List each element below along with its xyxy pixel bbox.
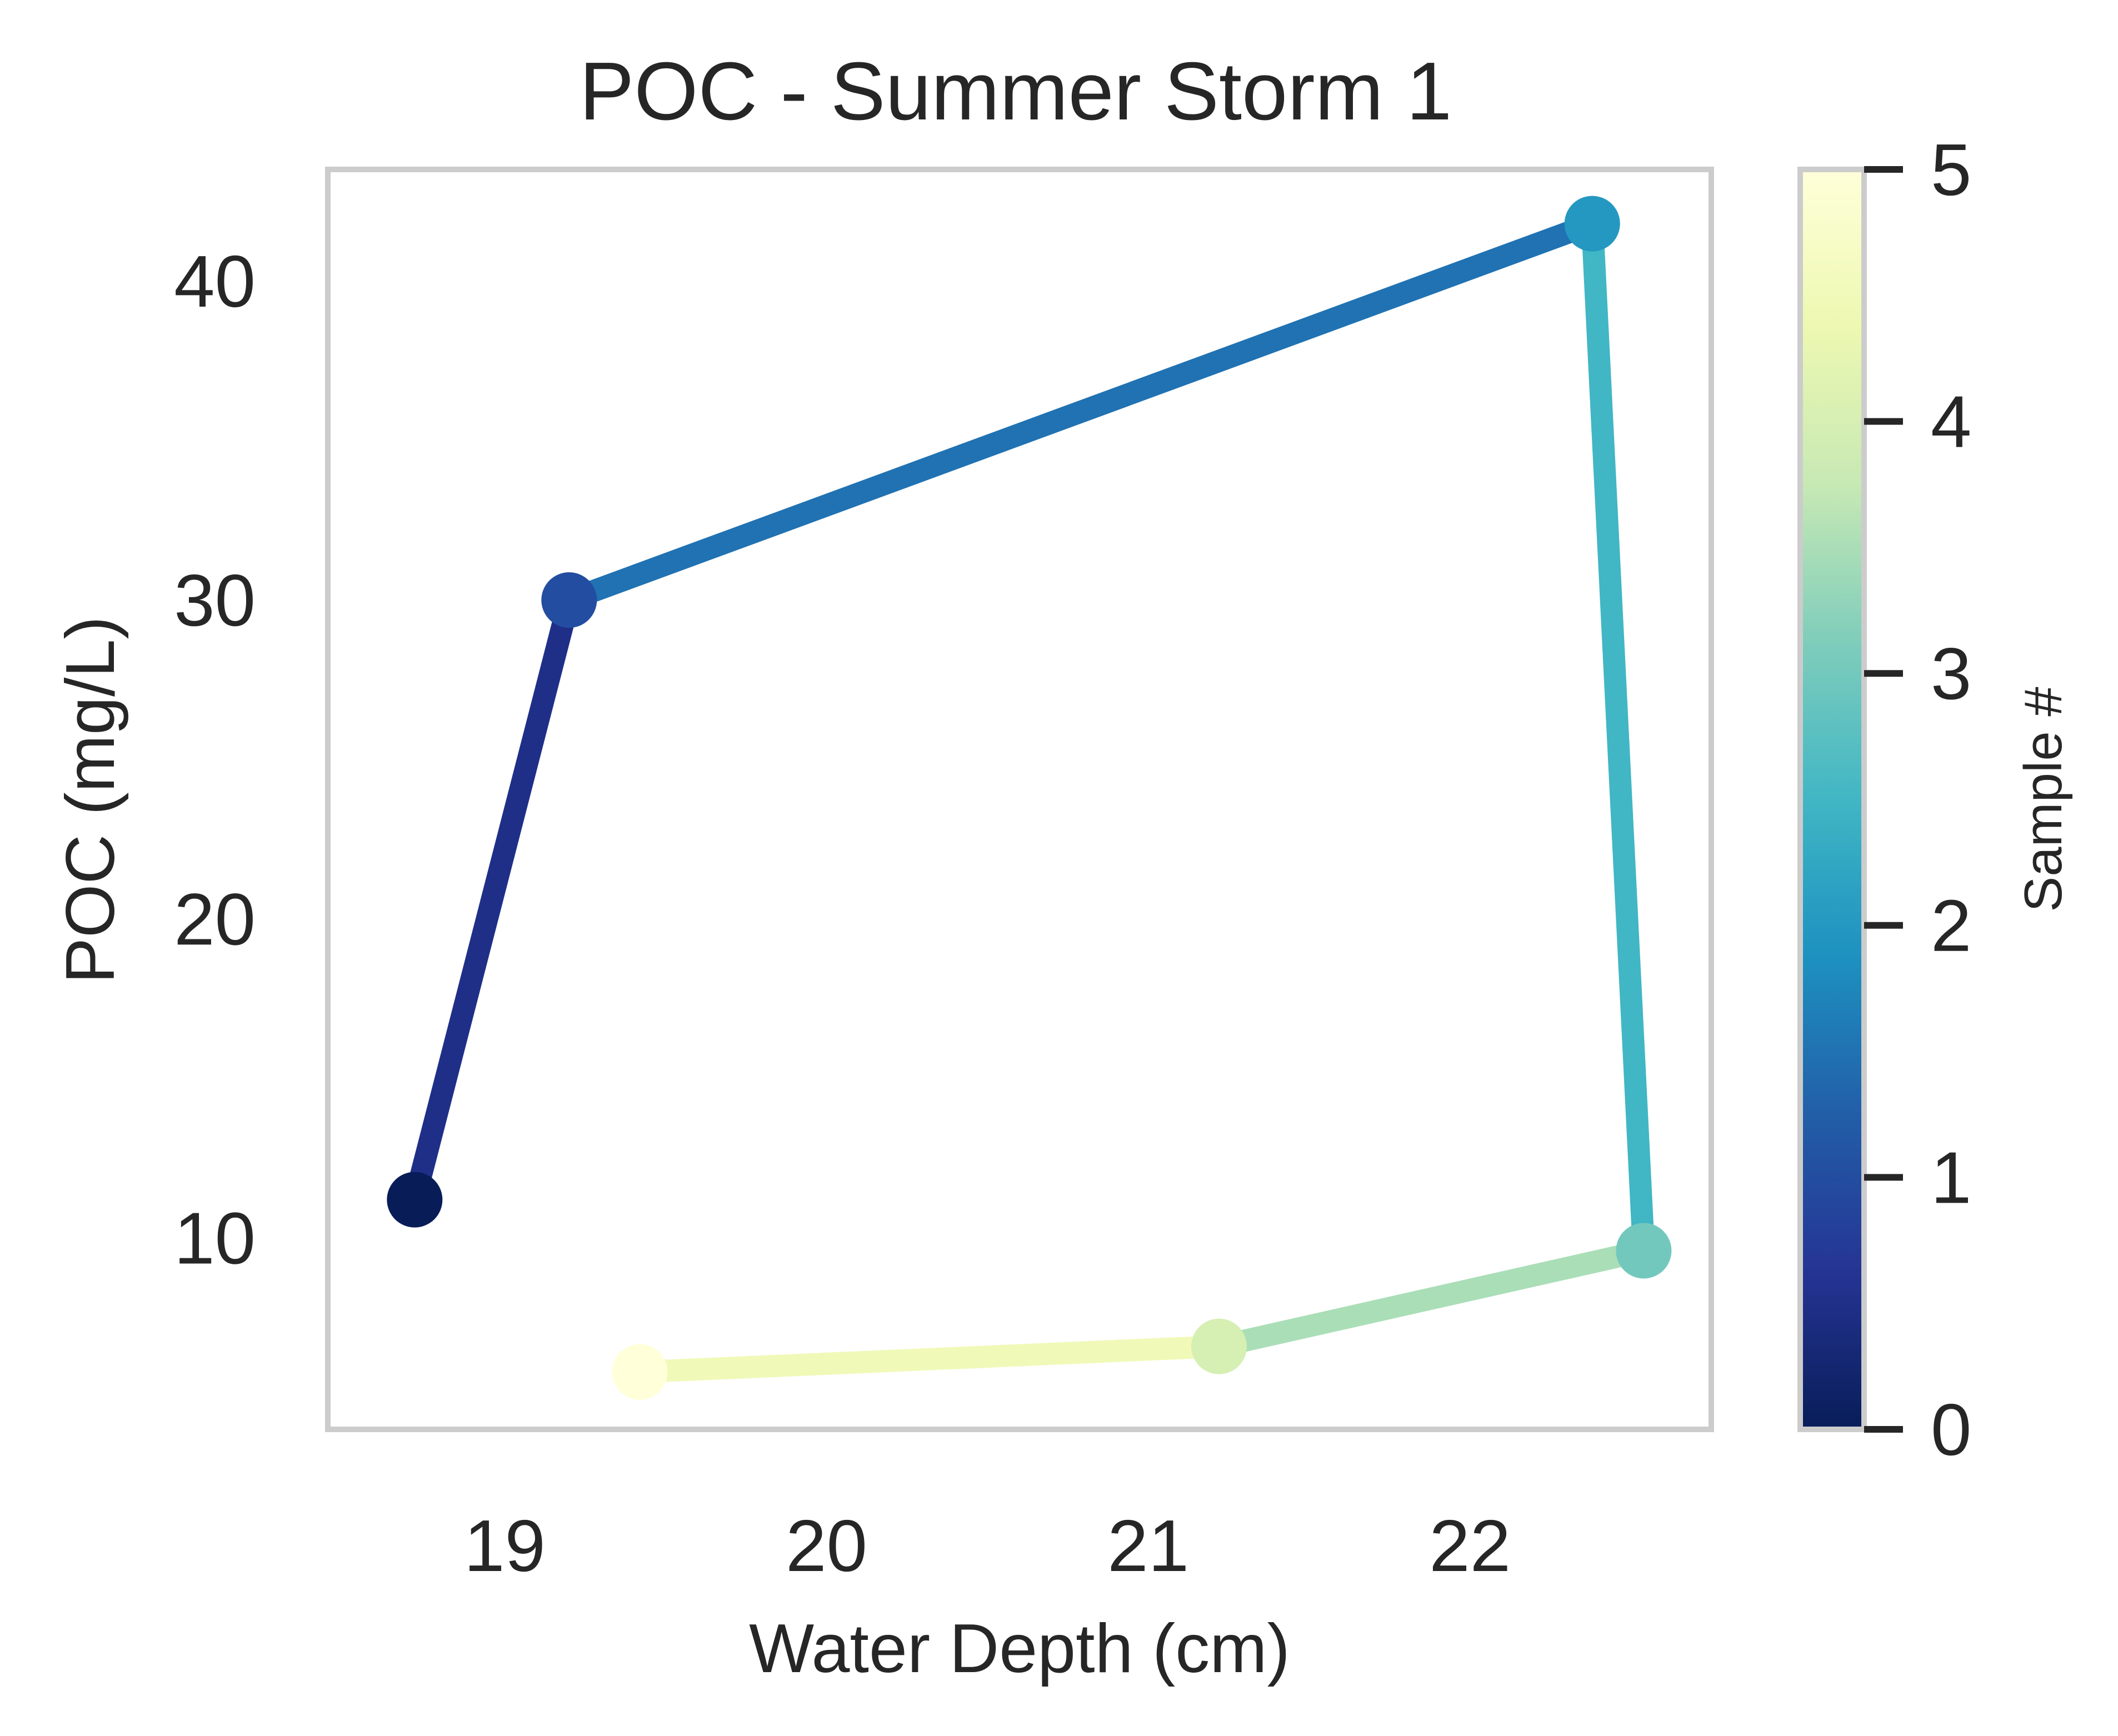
series-segment-4 (639, 1335, 1220, 1383)
y-tick-label: 10 (174, 1197, 256, 1279)
data-point-0 (387, 1172, 443, 1228)
y-tick-label: 30 (174, 559, 256, 641)
plot-area (387, 196, 1672, 1400)
series-segment-0 (403, 597, 580, 1203)
y-tick-label: 40 (174, 241, 256, 322)
data-point-1 (541, 572, 597, 628)
data-point-5 (612, 1344, 668, 1400)
colorbar-tick-label: 2 (1931, 885, 1971, 967)
colorbar-tick-label: 4 (1931, 381, 1971, 463)
y-tick-label: 20 (174, 878, 256, 960)
x-tick-label: 22 (1429, 1505, 1511, 1587)
data-point-3 (1616, 1223, 1672, 1279)
x-axis-label: Water Depth (cm) (749, 1610, 1290, 1687)
colorbar-tick-label: 5 (1931, 129, 1971, 211)
colorbar-tick-label: 3 (1931, 633, 1971, 714)
colorbar: 0 1 2 3 4 5 (1797, 129, 1971, 1470)
x-tick-label: 19 (464, 1505, 546, 1587)
series-segment-3 (1216, 1239, 1646, 1358)
plot-frame (325, 167, 1714, 1432)
colorbar-tick-label: 0 (1931, 1389, 1971, 1470)
colorbar-gradient (1797, 167, 1867, 1432)
colorbar-label: Sample # (2014, 687, 2073, 912)
x-axis-ticks: 19 20 21 22 (464, 1505, 1511, 1587)
series-segment-2 (1581, 223, 1655, 1252)
x-tick-label: 20 (786, 1505, 867, 1587)
data-point-2 (1564, 196, 1620, 252)
series-segment-1 (565, 213, 1596, 611)
data-point-4 (1191, 1318, 1247, 1374)
x-tick-label: 21 (1107, 1505, 1189, 1587)
y-axis-ticks: 10 20 30 40 (174, 241, 256, 1279)
chart-title: POC - Summer Storm 1 (580, 46, 1452, 137)
y-axis-label: POC (mg/L) (52, 616, 129, 983)
colorbar-tick-label: 1 (1931, 1137, 1971, 1218)
